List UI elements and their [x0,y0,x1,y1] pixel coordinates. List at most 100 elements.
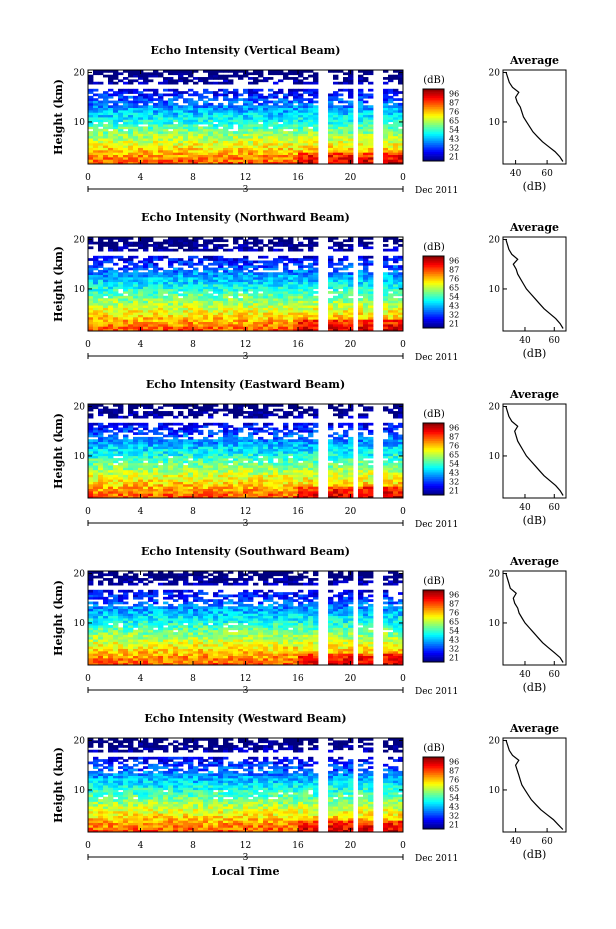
colorbar-tick-label: 43 [449,803,459,812]
colorbar-tick-label: 32 [449,311,459,320]
profile-y-tick-label: 20 [489,68,501,78]
x-tick-label: 0 [400,674,406,684]
profile-frame [502,69,567,165]
heatmap-cells [88,70,404,165]
heatmap-cells [88,237,404,332]
colorbar-tick-label: 65 [449,618,459,627]
x-tick-label: 0 [400,841,406,851]
profile-x-tick-label: 40 [510,837,522,847]
colorbar-unit: (dB) [423,409,445,420]
y-axis-title: Height (km) [52,580,65,656]
colorbar-unit: (dB) [423,75,445,86]
colorbar-tick-label: 76 [449,108,459,117]
date-label: Dec 2011 [415,854,458,864]
x-tick-label: 20 [345,841,357,851]
x-tick-label: 4 [138,340,144,350]
colorbar-tick-label: 65 [449,451,459,460]
x-tick-label: 16 [292,507,304,517]
x-tick-label: 0 [85,841,91,851]
colorbar-unit: (dB) [423,743,445,754]
x-tick-label: 0 [85,173,91,183]
x-tick-label: 8 [190,173,196,183]
x-tick-label: 4 [138,674,144,684]
panel-title: Echo Intensity (Eastward Beam) [146,378,345,391]
profile-x-label: (dB) [523,514,547,527]
x-tick-label: 0 [85,674,91,684]
y-tick-label: 10 [74,786,86,796]
heatmap-cells [88,738,404,833]
profile-x-tick-label: 40 [510,169,522,179]
profile-x-tick-label: 40 [519,336,531,346]
profile-y-tick-label: 20 [489,736,501,746]
colorbar-tick-label: 96 [449,591,459,600]
x-tick-label: 16 [292,841,304,851]
x-tick-label: 12 [240,841,251,851]
profile-y-tick-label: 20 [489,569,501,579]
day-label: 3 [243,853,249,863]
profile-frame [502,737,567,833]
y-axis-title: Height (km) [52,246,65,322]
profile-x-label: (dB) [523,347,547,360]
x-tick-label: 16 [292,340,304,350]
colorbar-tick-label: 76 [449,609,459,618]
profile-x-tick-label: 60 [541,837,553,847]
colorbar-tick-label: 43 [449,636,459,645]
x-tick-label: 8 [190,340,196,350]
date-label: Dec 2011 [415,520,458,530]
colorbar-tick-label: 54 [449,460,459,469]
y-axis-title: Height (km) [52,747,65,823]
panel-title: Echo Intensity (Northward Beam) [141,211,350,224]
colorbar-tick-label: 32 [449,645,459,654]
colorbar-tick-label: 65 [449,284,459,293]
x-tick-label: 4 [138,507,144,517]
colorbar-tick-label: 65 [449,117,459,126]
x-tick-label: 20 [345,173,357,183]
x-tick-label: 20 [345,674,357,684]
panel-1: Echo Intensity (Vertical Beam) 10 20 Height… [52,44,567,196]
colorbar [422,88,445,162]
profile-y-tick-label: 10 [489,285,501,295]
y-tick-label: 20 [74,402,86,412]
colorbar [422,422,445,496]
profile-x-label: (dB) [523,180,547,193]
colorbar-tick-label: 43 [449,302,459,311]
day-label: 3 [243,352,249,362]
profile-y-tick-label: 20 [489,235,501,245]
x-tick-label: 8 [190,841,196,851]
x-tick-label: 0 [400,507,406,517]
x-tick-label: 16 [292,173,304,183]
colorbar-tick-label: 32 [449,478,459,487]
colorbar-tick-label: 96 [449,90,459,99]
colorbar [422,756,445,830]
profile-title: Average [509,54,559,67]
x-tick-label: 4 [138,173,144,183]
date-label: Dec 2011 [415,687,458,697]
colorbar-tick-label: 96 [449,758,459,767]
colorbar-tick-label: 43 [449,469,459,478]
colorbar-unit: (dB) [423,242,445,253]
profile-line [505,573,564,663]
x-tick-label: 8 [190,507,196,517]
y-tick-label: 20 [74,736,86,746]
y-tick-label: 10 [74,285,86,295]
colorbar-tick-label: 32 [449,812,459,821]
y-tick-label: 20 [74,235,86,245]
panel-title: Echo Intensity (Southward Beam) [141,545,350,558]
day-label: 3 [243,519,249,529]
colorbar-tick-label: 21 [449,487,459,496]
x-tick-label: 12 [240,173,251,183]
profile-line [505,406,564,496]
x-tick-label: 8 [190,674,196,684]
x-tick-label: 0 [85,340,91,350]
y-tick-label: 20 [74,68,86,78]
colorbar-tick-label: 21 [449,153,459,162]
x-tick-label: 4 [138,841,144,851]
profile-title: Average [509,555,559,568]
colorbar-tick-label: 32 [449,144,459,153]
profile-y-tick-label: 10 [489,786,501,796]
colorbar-tick-label: 21 [449,654,459,663]
profile-y-tick-label: 20 [489,402,501,412]
y-tick-label: 10 [74,619,86,629]
colorbar-tick-label: 54 [449,126,459,135]
x-tick-label: 16 [292,674,304,684]
